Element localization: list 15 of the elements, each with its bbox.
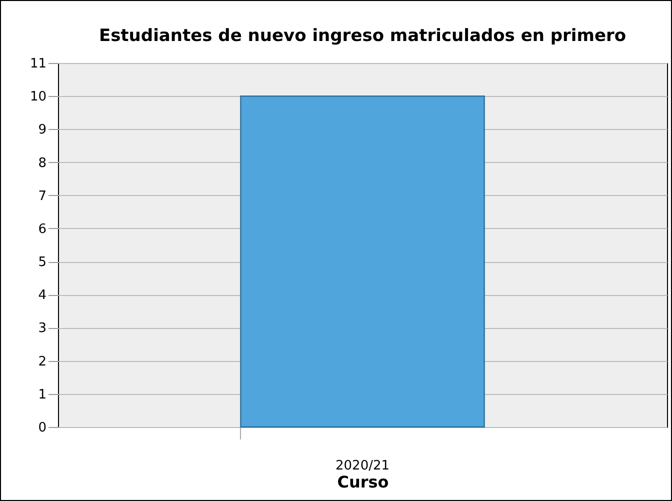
y-tick-label: 9 <box>38 122 46 138</box>
y-tick-label: 0 <box>38 420 46 436</box>
y-tick-label: 3 <box>38 321 46 336</box>
x-tick-label: 2020/21 <box>335 458 390 474</box>
y-tick-label: 8 <box>38 156 46 171</box>
y-tick-label: 10 <box>30 90 46 105</box>
chart-title: Estudiantes de nuevo ingreso matriculados en primero <box>98 26 626 46</box>
y-tick-label: 4 <box>38 288 46 304</box>
y-tick-label: 11 <box>30 56 46 72</box>
y-tick-label: 5 <box>38 255 46 270</box>
y-tick-label: 7 <box>38 188 46 204</box>
x-axis-title: Curso <box>337 472 389 492</box>
y-tick-label: 2 <box>38 354 46 370</box>
y-tick-label: 1 <box>38 387 46 402</box>
y-tick-label: 6 <box>38 222 46 237</box>
